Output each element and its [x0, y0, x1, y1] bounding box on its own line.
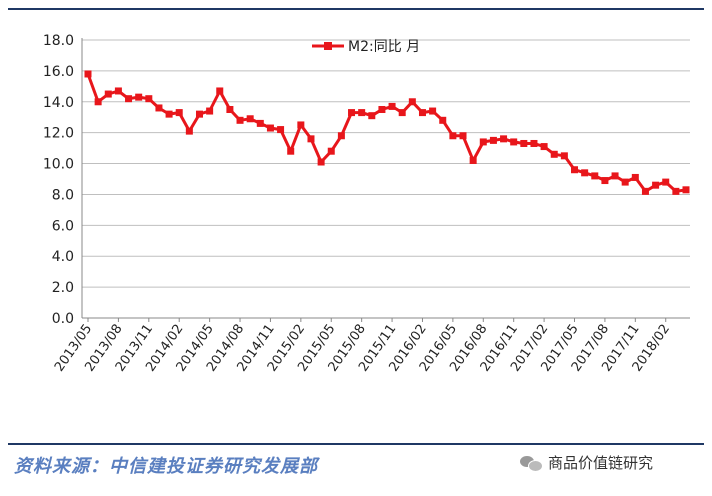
data-point: [378, 106, 386, 113]
data-point: [114, 87, 122, 95]
data-point: [277, 126, 285, 134]
data-point: [256, 119, 264, 127]
data-point: [641, 187, 649, 195]
y-tick-label: 6.0: [52, 218, 74, 234]
brand-mark: 商品价值链研究: [520, 452, 653, 473]
data-point: [185, 127, 193, 135]
data-point: [398, 109, 406, 117]
data-point: [550, 150, 558, 158]
data-point: [560, 152, 568, 160]
data-point: [621, 178, 629, 186]
data-point: [348, 109, 356, 117]
legend-swatch-marker: [324, 42, 332, 50]
data-point: [145, 95, 153, 103]
legend: M2:同比 月: [312, 39, 420, 55]
data-point: [500, 135, 508, 143]
data-point: [408, 98, 416, 106]
data-point: [297, 121, 305, 129]
data-point: [236, 116, 244, 124]
data-point: [439, 116, 447, 124]
legend-label: M2:同比 月: [348, 39, 420, 55]
data-point: [682, 186, 690, 194]
data-point: [206, 107, 214, 115]
source-note: 资料来源：中信建投证券研究发展部: [14, 456, 318, 477]
data-point: [368, 112, 376, 120]
data-point: [175, 109, 183, 117]
data-point: [581, 169, 589, 177]
data-point: [155, 104, 163, 112]
y-tick-label: 16.0: [43, 64, 74, 80]
data-point: [307, 135, 315, 143]
data-point: [429, 107, 437, 115]
data-point: [388, 102, 396, 110]
data-point: [662, 178, 670, 186]
data-point: [510, 138, 518, 146]
data-point: [601, 177, 609, 185]
data-point: [611, 172, 619, 180]
y-tick-label: 14.0: [43, 95, 74, 111]
data-point: [246, 115, 254, 123]
data-point: [571, 166, 579, 174]
data-point: [591, 172, 599, 180]
data-point: [104, 90, 112, 98]
data-point: [337, 132, 345, 140]
data-point: [327, 147, 335, 155]
data-point: [125, 95, 133, 103]
data-point: [84, 70, 92, 78]
data-point: [195, 110, 203, 118]
y-axis: 0.0 2.0 4.0 6.0 8.0 10.0 12.0 14.0 16.0 18.0: [43, 33, 83, 327]
wechat-icon: [520, 454, 543, 472]
data-point: [165, 110, 173, 118]
y-tick-label: 18.0: [43, 33, 74, 49]
data-point: [520, 139, 528, 147]
data-point: [287, 147, 295, 155]
data-point: [459, 132, 467, 140]
data-point: [135, 93, 143, 101]
data-point: [469, 156, 477, 164]
data-point: [540, 143, 548, 151]
data-point: [530, 139, 538, 147]
data-point: [479, 138, 487, 146]
data-point: [216, 87, 224, 95]
data-point: [94, 98, 102, 106]
data-point: [449, 132, 457, 140]
y-tick-label: 2.0: [52, 280, 74, 296]
y-tick-label: 10.0: [43, 157, 74, 173]
x-axis: 2013/052013/082013/112014/022014/052014/…: [52, 317, 690, 375]
data-point: [631, 173, 639, 181]
y-tick-label: 4.0: [52, 249, 74, 265]
y-tick-label: 0.0: [52, 311, 74, 327]
y-tick-label: 12.0: [43, 126, 74, 142]
data-point: [489, 136, 497, 144]
data-point: [317, 158, 325, 166]
y-tick-label: 8.0: [52, 187, 74, 203]
series-line: [84, 70, 690, 195]
data-point: [672, 187, 680, 195]
data-point: [652, 181, 660, 189]
brand-text: 商品价值链研究: [548, 454, 654, 472]
data-point: [358, 109, 366, 117]
data-point: [266, 124, 274, 132]
gridlines: [82, 39, 690, 288]
data-point: [418, 109, 426, 117]
data-point: [226, 106, 234, 113]
